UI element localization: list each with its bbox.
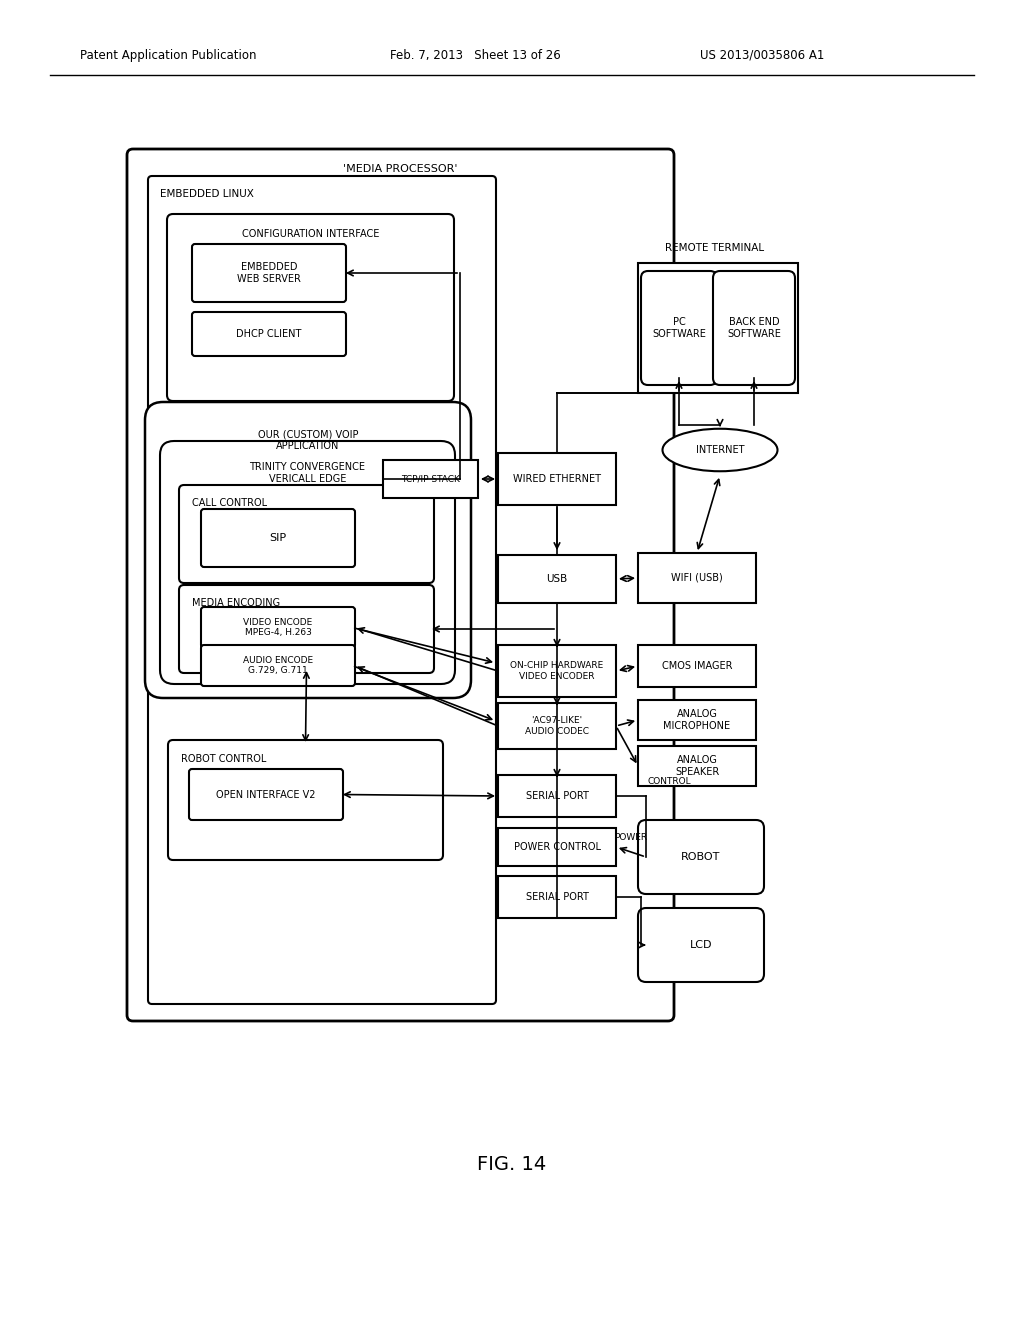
Text: ANALOG
MICROPHONE: ANALOG MICROPHONE — [664, 709, 730, 731]
FancyBboxPatch shape — [167, 214, 454, 401]
Bar — [498, 775, 616, 817]
Text: ROBOT CONTROL: ROBOT CONTROL — [181, 754, 266, 764]
Text: LCD: LCD — [690, 940, 713, 950]
Text: DHCP CLIENT: DHCP CLIENT — [237, 329, 302, 339]
Text: OPEN INTERFACE V2: OPEN INTERFACE V2 — [216, 789, 315, 800]
Text: OUR (CUSTOM) VOIP
APPLICATION: OUR (CUSTOM) VOIP APPLICATION — [258, 429, 358, 451]
FancyBboxPatch shape — [201, 645, 355, 686]
FancyBboxPatch shape — [148, 176, 496, 1005]
FancyBboxPatch shape — [193, 244, 346, 302]
Bar — [498, 876, 616, 917]
Bar — [383, 459, 478, 498]
Bar — [638, 746, 756, 785]
Text: BACK END
SOFTWARE: BACK END SOFTWARE — [727, 317, 781, 339]
Text: PC
SOFTWARE: PC SOFTWARE — [652, 317, 706, 339]
Text: SERIAL PORT: SERIAL PORT — [525, 791, 589, 801]
FancyBboxPatch shape — [179, 484, 434, 583]
Text: ON-CHIP HARDWARE
VIDEO ENCODER: ON-CHIP HARDWARE VIDEO ENCODER — [510, 661, 603, 681]
Text: SERIAL PORT: SERIAL PORT — [525, 892, 589, 902]
Text: ROBOT: ROBOT — [681, 851, 721, 862]
Text: REMOTE TERMINAL: REMOTE TERMINAL — [666, 243, 765, 253]
Text: Feb. 7, 2013   Sheet 13 of 26: Feb. 7, 2013 Sheet 13 of 26 — [390, 49, 561, 62]
Bar — [498, 828, 616, 866]
Text: WIFI (USB): WIFI (USB) — [671, 573, 723, 583]
Bar — [498, 704, 616, 748]
FancyBboxPatch shape — [201, 510, 355, 568]
FancyBboxPatch shape — [638, 908, 764, 982]
FancyBboxPatch shape — [168, 741, 443, 861]
Bar — [498, 645, 616, 697]
FancyBboxPatch shape — [641, 271, 717, 385]
Text: POWER: POWER — [614, 833, 647, 842]
FancyBboxPatch shape — [145, 403, 471, 698]
Text: US 2013/0035806 A1: US 2013/0035806 A1 — [700, 49, 824, 62]
Bar — [498, 554, 616, 603]
Bar — [498, 453, 616, 506]
Text: CALL CONTROL: CALL CONTROL — [193, 498, 267, 508]
FancyBboxPatch shape — [179, 585, 434, 673]
Bar — [638, 700, 756, 741]
Text: Patent Application Publication: Patent Application Publication — [80, 49, 256, 62]
Text: AUDIO ENCODE
G.729, G.711: AUDIO ENCODE G.729, G.711 — [243, 656, 313, 676]
Text: 'MEDIA PROCESSOR': 'MEDIA PROCESSOR' — [343, 164, 458, 174]
Bar — [638, 645, 756, 686]
Text: TCP/IP STACK: TCP/IP STACK — [401, 474, 460, 483]
Text: INTERNET: INTERNET — [695, 445, 744, 455]
FancyBboxPatch shape — [638, 820, 764, 894]
Text: EMBEDDED LINUX: EMBEDDED LINUX — [160, 189, 254, 199]
FancyBboxPatch shape — [201, 607, 355, 648]
Text: FIG. 14: FIG. 14 — [477, 1155, 547, 1175]
Text: CONTROL: CONTROL — [648, 777, 691, 787]
Text: EMBEDDED
WEB SERVER: EMBEDDED WEB SERVER — [238, 263, 301, 284]
FancyBboxPatch shape — [160, 441, 455, 684]
Text: 'AC97-LIKE'
AUDIO CODEC: 'AC97-LIKE' AUDIO CODEC — [525, 717, 589, 735]
Text: POWER CONTROL: POWER CONTROL — [513, 842, 600, 851]
Text: VIDEO ENCODE
MPEG-4, H.263: VIDEO ENCODE MPEG-4, H.263 — [244, 618, 312, 638]
Text: USB: USB — [547, 574, 567, 583]
Bar — [638, 553, 756, 603]
FancyBboxPatch shape — [193, 312, 346, 356]
Text: WIRED ETHERNET: WIRED ETHERNET — [513, 474, 601, 484]
FancyBboxPatch shape — [713, 271, 795, 385]
Ellipse shape — [663, 429, 777, 471]
Text: CMOS IMAGER: CMOS IMAGER — [662, 661, 732, 671]
Text: ANALOG
SPEAKER: ANALOG SPEAKER — [675, 755, 719, 776]
Text: MEDIA ENCODING: MEDIA ENCODING — [193, 598, 281, 609]
Text: SIP: SIP — [269, 533, 287, 543]
FancyBboxPatch shape — [189, 770, 343, 820]
Text: TRINITY CONVERGENCE
VERICALL EDGE: TRINITY CONVERGENCE VERICALL EDGE — [250, 462, 366, 484]
Text: CONFIGURATION INTERFACE: CONFIGURATION INTERFACE — [242, 228, 379, 239]
Bar — [638, 263, 798, 393]
FancyBboxPatch shape — [127, 149, 674, 1020]
